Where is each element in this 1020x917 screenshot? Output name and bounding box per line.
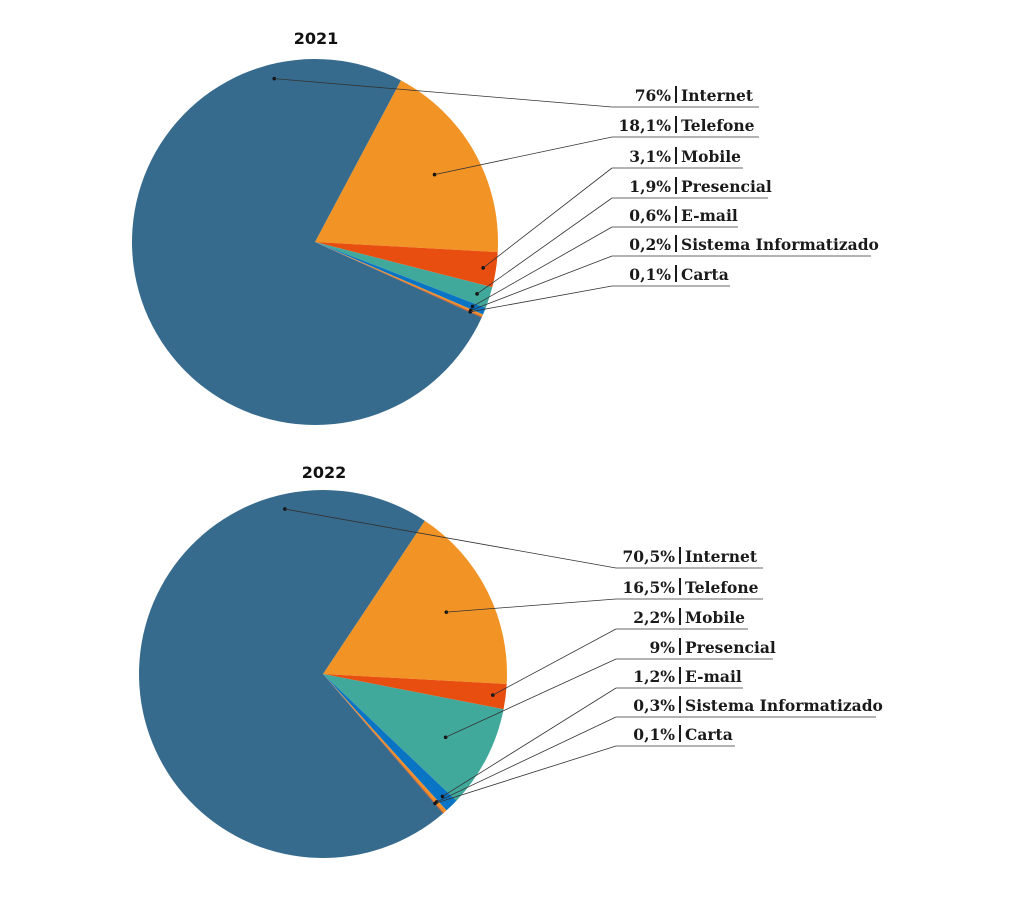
label-value-presencial: 9% [649,638,675,657]
slice-mobile [323,674,507,710]
leader-line-carta [470,285,613,313]
slice-mobile [315,242,498,288]
slice-internet [139,490,444,858]
slice-sistema-informatizado [323,674,447,813]
leader-lines [272,76,613,314]
chart-title-2022: 2022 [302,463,347,482]
slice-presencial [323,674,504,801]
leader-line-telefone [446,598,617,613]
slice-internet [132,59,482,426]
leader-line-carta [434,745,617,804]
label-value-carta: 0,1% [633,725,675,744]
label-category-mobile: Mobile [685,608,745,627]
chart-2021: 2021 76% Internet 18,1% Telefone 3,1% Mobile 1… [132,29,879,426]
label-category-presencial: Presencial [681,177,772,196]
label-value-telefone: 16,5% [623,578,676,597]
slice-carta [315,242,483,318]
leader-line-telefone [434,136,613,175]
pie-slices [132,59,498,426]
label-category-e-mail: E-mail [685,667,742,686]
slice-e-mail [323,674,457,811]
leader-line-mobile [482,167,613,269]
leader-line-mobile [492,628,617,696]
label-category-sistema-informatizado: Sistema Informatizado [685,696,883,715]
label-category-carta: Carta [685,725,733,744]
label-value-telefone: 18,1% [619,116,672,135]
label-category-mobile: Mobile [681,147,741,166]
label-value-sistema-informatizado: 0,2% [629,235,671,254]
label-value-e-mail: 0,6% [629,206,671,225]
label-value-internet: 76% [635,86,672,105]
label-category-telefone: Telefone [681,116,755,135]
label-category-sistema-informatizado: Sistema Informatizado [681,235,879,254]
leader-line-e-mail [472,226,613,307]
label-value-internet: 70,5% [623,547,676,566]
label-value-e-mail: 1,2% [633,667,675,686]
leader-line-presencial [445,658,617,738]
leader-line-internet [274,78,613,108]
label-value-carta: 0,1% [629,265,671,284]
label-category-carta: Carta [681,265,729,284]
slice-labels: 76% Internet 18,1% Telefone 3,1% Mobile 1,9% Pr… [612,86,879,287]
slice-presencial [315,242,493,309]
label-category-internet: Internet [685,547,758,566]
slice-telefone [315,80,498,253]
leader-line-sistema-informatizado [436,716,617,803]
leader-dot-e-mail [470,304,475,309]
slice-sistema-informatizado [315,242,484,317]
label-value-mobile: 2,2% [633,608,675,627]
leader-line-internet [284,508,617,569]
slice-labels: 70,5% Internet 16,5% Telefone 2,2% Mobile 9% Pr… [616,547,883,747]
label-value-sistema-informatizado: 0,3% [633,696,675,715]
leader-dot-internet [272,76,277,81]
chart-2022: 2022 70,5% Internet 16,5% Telefone 2,2% Mobil… [139,463,883,858]
label-value-presencial: 1,9% [629,177,671,196]
leader-line-e-mail [442,687,617,797]
label-category-internet: Internet [681,86,754,105]
label-category-e-mail: E-mail [681,206,738,225]
label-category-telefone: Telefone [685,578,759,597]
leader-lines [283,507,617,806]
slice-carta [323,674,444,814]
leader-line-presencial [476,197,613,295]
label-value-mobile: 3,1% [629,147,671,166]
slice-e-mail [315,242,486,315]
leader-line-sistema-informatizado [470,255,613,311]
pie-slices [139,490,507,858]
label-category-presencial: Presencial [685,638,776,657]
slice-telefone [323,520,507,685]
chart-title-2021: 2021 [294,29,339,48]
